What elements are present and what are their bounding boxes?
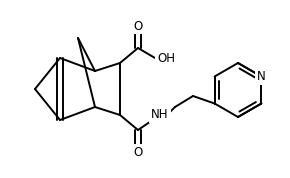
Text: N: N bbox=[257, 70, 266, 83]
Text: OH: OH bbox=[157, 51, 175, 64]
Text: NH: NH bbox=[151, 109, 169, 122]
Text: O: O bbox=[133, 145, 143, 158]
Text: O: O bbox=[133, 20, 143, 33]
